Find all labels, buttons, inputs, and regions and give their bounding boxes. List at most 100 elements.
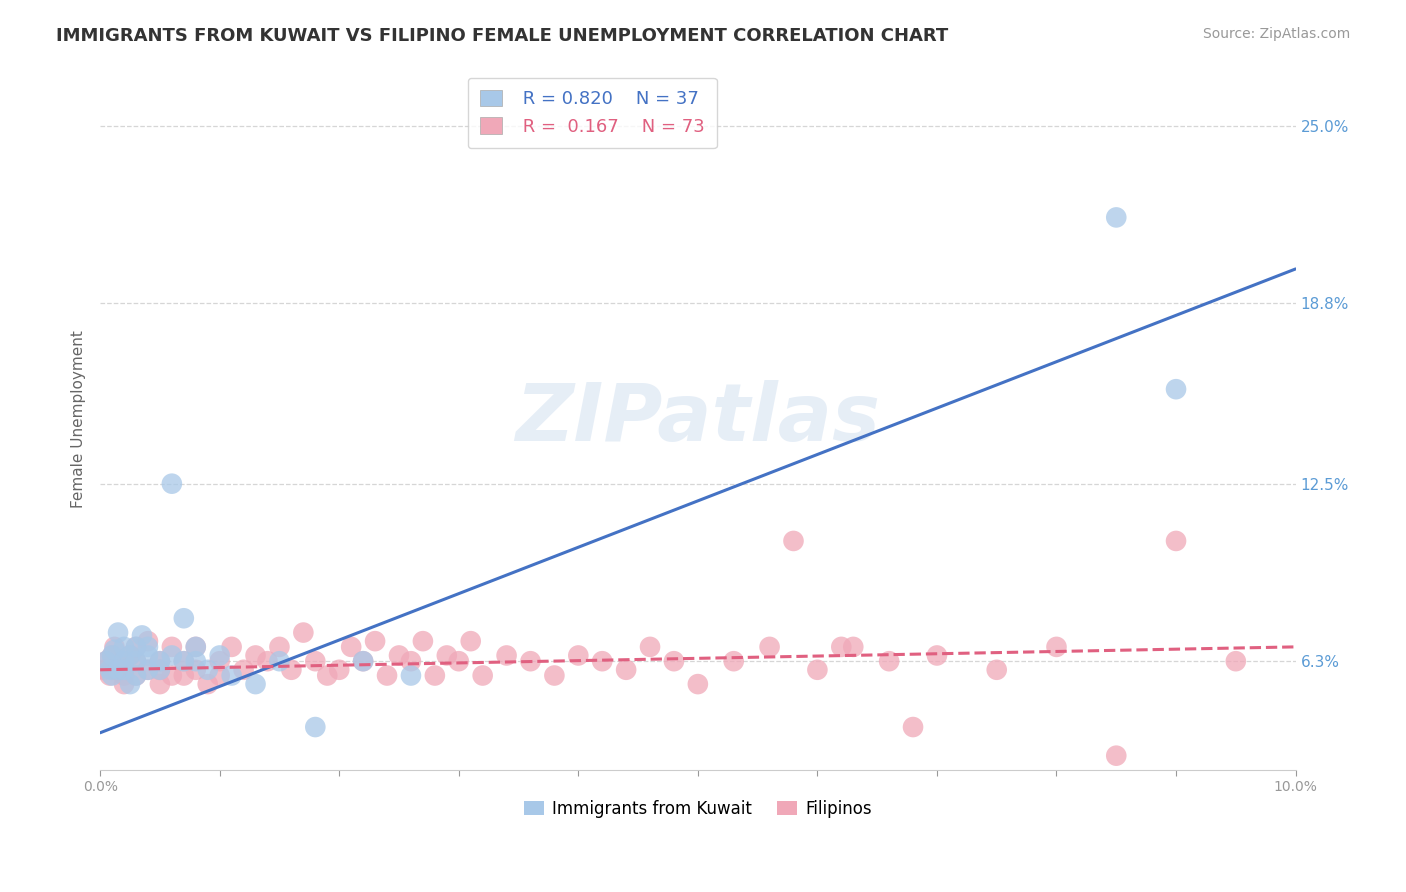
Point — [101, 668, 124, 682]
Point — [304, 720, 326, 734]
Point — [352, 654, 374, 668]
Point — [197, 677, 219, 691]
Point — [136, 634, 159, 648]
Point — [173, 611, 195, 625]
Point — [94, 654, 117, 668]
Legend: Immigrants from Kuwait, Filipinos: Immigrants from Kuwait, Filipinos — [517, 794, 879, 825]
Point — [197, 663, 219, 677]
Point — [662, 654, 685, 668]
Point — [460, 634, 482, 648]
Point — [830, 640, 852, 654]
Point — [471, 668, 494, 682]
Point — [375, 668, 398, 682]
Point — [447, 654, 470, 668]
Point — [107, 625, 129, 640]
Point — [543, 668, 565, 682]
Point — [184, 654, 207, 668]
Point — [591, 654, 613, 668]
Point — [94, 654, 117, 668]
Point — [173, 654, 195, 668]
Point — [1045, 640, 1067, 654]
Point — [304, 654, 326, 668]
Point — [399, 654, 422, 668]
Point — [782, 533, 804, 548]
Point — [173, 654, 195, 668]
Text: ZIPatlas: ZIPatlas — [516, 380, 880, 458]
Point — [112, 654, 135, 668]
Point — [112, 668, 135, 682]
Point — [125, 654, 148, 668]
Point — [925, 648, 948, 663]
Point — [567, 648, 589, 663]
Point — [149, 663, 172, 677]
Point — [98, 663, 121, 677]
Point — [184, 640, 207, 654]
Point — [316, 668, 339, 682]
Point — [184, 640, 207, 654]
Point — [160, 476, 183, 491]
Point — [112, 677, 135, 691]
Point — [136, 640, 159, 654]
Point — [256, 654, 278, 668]
Point — [184, 663, 207, 677]
Point — [149, 654, 172, 668]
Point — [1105, 211, 1128, 225]
Point — [806, 663, 828, 677]
Point — [269, 640, 291, 654]
Point — [125, 668, 148, 682]
Y-axis label: Female Unemployment: Female Unemployment — [72, 330, 86, 508]
Point — [112, 663, 135, 677]
Point — [131, 628, 153, 642]
Point — [901, 720, 924, 734]
Point — [125, 654, 148, 668]
Point — [173, 668, 195, 682]
Point — [292, 625, 315, 640]
Point — [103, 640, 125, 654]
Point — [328, 663, 350, 677]
Point — [614, 663, 637, 677]
Text: Source: ZipAtlas.com: Source: ZipAtlas.com — [1202, 27, 1350, 41]
Point — [1164, 382, 1187, 396]
Point — [160, 648, 183, 663]
Point — [986, 663, 1008, 677]
Point — [1164, 533, 1187, 548]
Point — [723, 654, 745, 668]
Point — [758, 640, 780, 654]
Point — [221, 668, 243, 682]
Point — [118, 677, 141, 691]
Point — [208, 654, 231, 668]
Point — [125, 668, 148, 682]
Point — [136, 663, 159, 677]
Point — [436, 648, 458, 663]
Point — [125, 640, 148, 654]
Point — [101, 648, 124, 663]
Point — [519, 654, 541, 668]
Text: IMMIGRANTS FROM KUWAIT VS FILIPINO FEMALE UNEMPLOYMENT CORRELATION CHART: IMMIGRANTS FROM KUWAIT VS FILIPINO FEMAL… — [56, 27, 949, 45]
Point — [112, 640, 135, 654]
Point — [118, 648, 141, 663]
Point — [221, 640, 243, 654]
Point — [107, 663, 129, 677]
Point — [149, 654, 172, 668]
Point — [107, 663, 129, 677]
Point — [842, 640, 865, 654]
Point — [1225, 654, 1247, 668]
Point — [208, 668, 231, 682]
Point — [136, 663, 159, 677]
Point — [280, 663, 302, 677]
Point — [399, 668, 422, 682]
Point — [101, 663, 124, 677]
Point — [364, 634, 387, 648]
Point — [423, 668, 446, 682]
Point — [93, 663, 115, 677]
Point — [340, 640, 363, 654]
Point — [245, 677, 267, 691]
Point — [1105, 748, 1128, 763]
Point — [160, 668, 183, 682]
Point — [118, 648, 141, 663]
Point — [136, 648, 159, 663]
Point — [149, 677, 172, 691]
Point — [98, 668, 121, 682]
Point — [245, 648, 267, 663]
Point — [388, 648, 411, 663]
